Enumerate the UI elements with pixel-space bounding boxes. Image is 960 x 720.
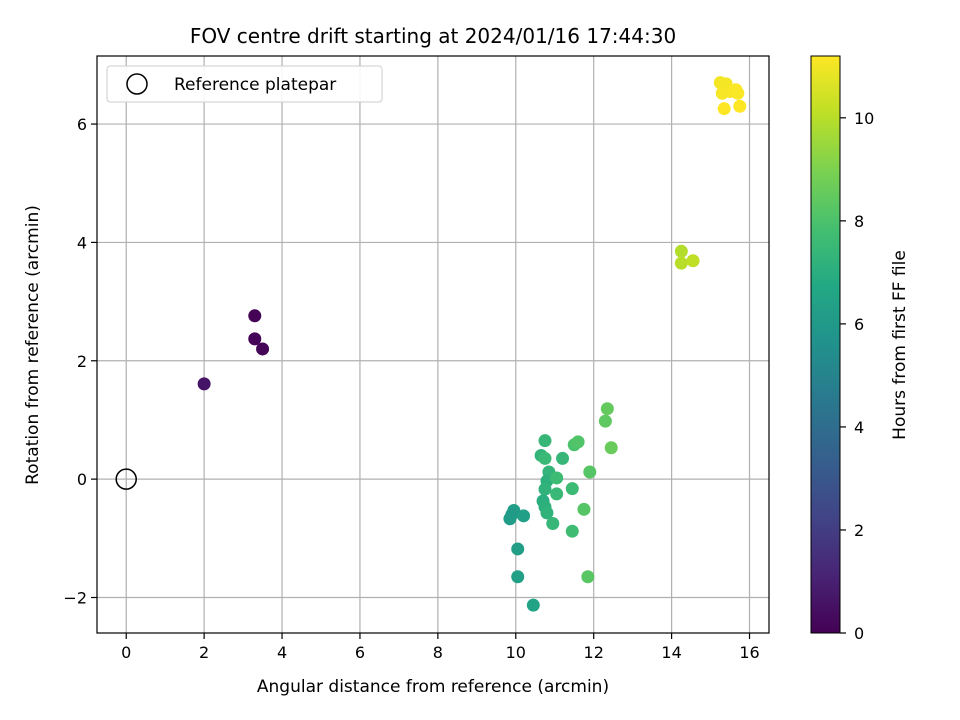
colorbar-tick-label: 2	[854, 521, 864, 540]
data-point	[674, 244, 688, 258]
data-point	[526, 598, 540, 612]
data-point	[598, 414, 612, 428]
data-point	[733, 99, 747, 113]
grid	[97, 56, 769, 633]
data-point	[511, 570, 525, 584]
data-point	[197, 377, 211, 391]
data-point	[571, 435, 585, 449]
data-point	[503, 512, 517, 526]
colorbar-ticks: 0 2 4 6 8 10	[840, 109, 874, 643]
x-tick-label: 2	[199, 643, 209, 662]
legend: Reference platepar	[106, 65, 383, 103]
y-axis-ticks: −2 0 2 4 6	[63, 115, 97, 607]
x-axis-ticks: 0 2 4 6 8 10 12 14 16	[121, 633, 760, 662]
data-point	[256, 342, 270, 356]
data-point	[581, 570, 595, 584]
chart-title: FOV centre drift starting at 2024/01/16 …	[190, 24, 676, 48]
x-tick-label: 16	[739, 643, 759, 662]
y-tick-label: 4	[77, 233, 87, 252]
colorbar-tick-label: 0	[854, 624, 864, 643]
data-point	[517, 509, 531, 523]
data-point	[583, 465, 597, 479]
x-axis-label: Angular distance from reference (arcmin)	[257, 677, 609, 697]
x-tick-label: 4	[277, 643, 287, 662]
x-tick-label: 14	[661, 643, 681, 662]
x-tick-label: 0	[121, 643, 131, 662]
data-point	[538, 482, 552, 496]
data-point	[600, 402, 614, 416]
data-point	[717, 102, 731, 116]
plot-frame	[96, 55, 770, 634]
colorbar-label: Hours from first FF file	[890, 250, 910, 440]
data-point	[565, 524, 579, 538]
data-point	[540, 506, 554, 520]
legend-label: Reference platepar	[174, 75, 336, 95]
colorbar: 0 2 4 6 8 10 Hours from first FF file	[810, 55, 910, 643]
data-point	[248, 309, 262, 323]
data-point	[550, 487, 564, 501]
data-point	[248, 332, 262, 346]
data-points	[115, 76, 747, 612]
x-tick-label: 10	[506, 643, 526, 662]
data-point	[731, 86, 745, 100]
colorbar-tick-label: 4	[854, 418, 864, 437]
data-point	[550, 471, 564, 485]
data-point	[577, 502, 591, 516]
colorbar-tick-label: 10	[854, 109, 874, 128]
y-axis-label: Rotation from reference (arcmin)	[23, 205, 43, 485]
data-point	[604, 441, 618, 455]
x-tick-label: 6	[355, 643, 365, 662]
data-point	[556, 451, 570, 465]
data-point	[511, 542, 525, 556]
y-tick-label: −2	[63, 588, 87, 607]
colorbar-tick-label: 8	[854, 212, 864, 231]
data-point	[546, 517, 560, 531]
y-tick-label: 0	[77, 470, 87, 489]
data-point	[538, 434, 552, 448]
data-point	[538, 451, 552, 465]
data-point	[686, 254, 700, 268]
colorbar-gradient	[810, 55, 841, 634]
legend-box	[106, 65, 383, 103]
colorbar-tick-label: 6	[854, 315, 864, 334]
data-point	[565, 482, 579, 496]
x-tick-label: 8	[433, 643, 443, 662]
legend-marker-icon	[126, 73, 148, 95]
x-tick-label: 12	[584, 643, 604, 662]
y-tick-label: 2	[77, 352, 87, 371]
data-point	[674, 256, 688, 270]
reference-point-marker	[115, 468, 137, 490]
y-tick-label: 6	[77, 115, 87, 134]
